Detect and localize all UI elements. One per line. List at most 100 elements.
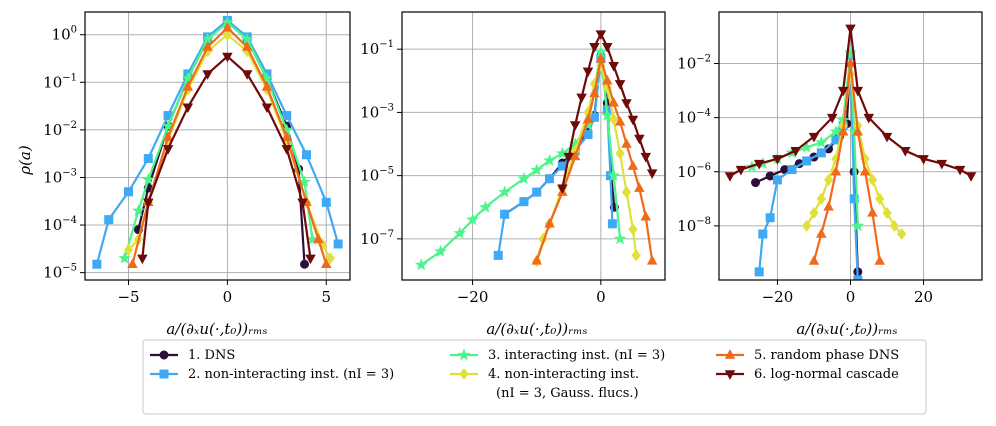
data-point-s3	[600, 108, 614, 121]
data-point-s3	[607, 169, 620, 181]
data-point-s5	[321, 258, 332, 268]
axes-frame	[401, 11, 666, 281]
data-point-s4	[875, 192, 885, 205]
data-point-s6	[627, 115, 639, 126]
data-point-s5	[837, 125, 849, 136]
x-tick-label: 0	[846, 288, 856, 306]
data-point-s5	[830, 165, 842, 176]
data-point-s6	[162, 145, 174, 155]
data-point-s6	[608, 62, 619, 72]
y-tick-label: 10−4	[43, 215, 77, 234]
data-point-s4	[889, 219, 899, 232]
data-point-s4	[897, 228, 907, 241]
data-point-s2	[802, 156, 812, 166]
y-tick-label: 10−2	[677, 54, 711, 73]
data-point-s6	[753, 159, 765, 170]
data-point-s5	[823, 201, 834, 211]
data-point-s6	[790, 146, 801, 157]
data-point-s3	[118, 251, 131, 264]
data-point-s6	[640, 152, 652, 163]
data-point-s2	[607, 219, 617, 229]
data-point-s4	[802, 219, 812, 232]
data-point-s2	[104, 215, 114, 225]
legend-item-3: 3. interacting inst. (nI = 3)	[450, 348, 665, 363]
series-group	[414, 30, 658, 271]
data-point-s4	[621, 186, 632, 199]
data-point-s5	[261, 81, 273, 91]
data-point-s2	[143, 154, 153, 164]
data-point-s3	[434, 244, 447, 257]
axes-frame	[84, 11, 351, 281]
data-point-s6	[202, 70, 213, 80]
chart-panel-2: −20 0 10−7 10−5 10−3 10−1	[360, 11, 666, 306]
legend-item-1: 1. DNS	[150, 348, 235, 363]
x-tick-label: −20	[457, 288, 489, 306]
data-point-s4	[123, 243, 134, 256]
legend-item-4: 4. non-interacting inst. (nI = 3, Gauss. …	[450, 367, 639, 401]
legend-label: 6. log-normal cascade	[754, 367, 899, 382]
y-tick-label: 10−6	[677, 162, 711, 181]
data-point-s4	[631, 249, 641, 262]
data-point-s1	[751, 178, 761, 188]
data-point-s3	[132, 204, 145, 217]
data-point-s6	[634, 134, 645, 145]
series-line-6	[141, 55, 312, 259]
data-point-s6	[863, 113, 875, 124]
data-point-s3	[479, 200, 492, 213]
data-point-s5	[127, 258, 138, 268]
series-line-2	[95, 19, 340, 265]
x-tick-label: 0	[596, 288, 606, 306]
data-point-s6	[137, 254, 148, 265]
data-point-s5	[602, 74, 613, 85]
legend-marker	[159, 350, 169, 360]
data-point-s2	[92, 259, 102, 269]
data-point-s5	[162, 131, 174, 141]
data-point-s3	[260, 71, 274, 84]
data-point-s4	[823, 173, 834, 186]
data-point-s5	[634, 182, 645, 192]
data-point-s4	[609, 113, 619, 126]
data-point-s3	[453, 226, 467, 239]
legend-label: 3. interacting inst. (nI = 3)	[488, 348, 665, 363]
data-point-s3	[414, 258, 428, 271]
data-point-s5	[202, 41, 213, 51]
data-point-s2	[816, 148, 826, 158]
data-point-s5	[544, 217, 555, 228]
series-group	[92, 15, 343, 269]
legend-item-5: 5. random phase DNS	[716, 348, 899, 363]
x-tick-label: 20	[914, 288, 933, 306]
legend-item-2: 2. non-interacting inst. (nI = 3)	[150, 367, 394, 382]
data-point-s6	[808, 132, 820, 143]
data-point-s2	[301, 150, 311, 160]
legend: 1. DNS 2. non-interacting inst. (nI = 3) 3…	[142, 339, 927, 415]
data-point-s6	[557, 184, 568, 195]
data-point-s5	[859, 165, 871, 176]
y-tick-label: 100	[52, 25, 77, 44]
data-point-s1	[300, 259, 310, 269]
data-point-s4	[325, 252, 335, 265]
data-point-s2	[519, 197, 529, 207]
data-point-s2	[124, 187, 134, 197]
data-point-s5	[569, 150, 581, 161]
legend-label-line2: (nI = 3, Gauss. flucs.)	[496, 386, 639, 401]
series-line-5	[812, 62, 881, 262]
data-point-s4	[615, 147, 625, 160]
data-point-s2	[849, 194, 859, 204]
data-point-s5	[874, 255, 885, 265]
data-point-s5	[582, 113, 594, 124]
data-point-s6	[735, 165, 747, 176]
data-point-s4	[816, 192, 826, 205]
data-point-s6	[845, 24, 856, 35]
data-point-s5	[640, 210, 652, 221]
legend-marker	[159, 369, 169, 379]
data-point-s3	[851, 219, 865, 232]
data-point-s5	[222, 21, 233, 32]
y-tick-label: 10−1	[360, 39, 394, 58]
data-point-s2	[583, 130, 593, 140]
legend-item-6: 6. log-normal cascade	[716, 367, 899, 382]
data-point-s1	[765, 171, 775, 181]
data-point-s6	[900, 146, 911, 157]
data-point-s6	[954, 165, 966, 176]
y-tick-label: 10−1	[43, 72, 77, 91]
data-point-s6	[143, 198, 154, 209]
